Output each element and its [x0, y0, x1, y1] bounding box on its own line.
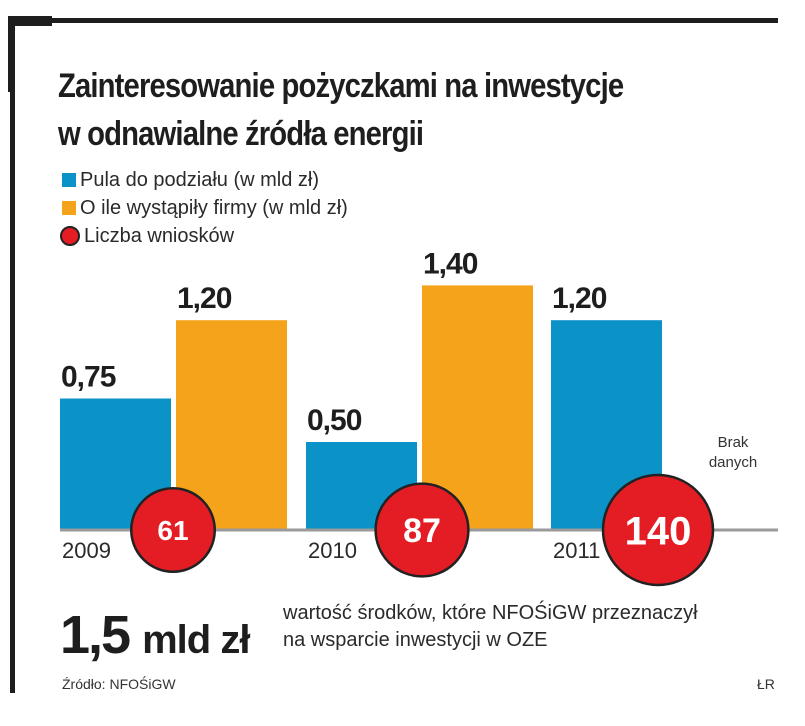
summary-description-line-2: na wsparcie inwestycji w OZE: [283, 629, 548, 651]
frame-corner-horizontal: [8, 16, 52, 26]
annotation-no-data-line-2: danych: [709, 454, 757, 471]
chart-title-line-1: Zainteresowanie pożyczkami na inwestycje: [58, 67, 624, 105]
x-tick-label-2011: 2011: [553, 538, 600, 563]
summary-description: wartość środków, które NFOŚiGW przeznacz…: [283, 600, 803, 654]
summary-description-line-1: wartość środków, które NFOŚiGW przeznacz…: [283, 602, 698, 624]
legend: Pula do podziału (w mld zł) O ile wystąp…: [60, 166, 348, 250]
x-tick-label-2009: 2009: [62, 538, 111, 563]
legend-swatch-blue: [62, 173, 76, 187]
count-label-2009: 61: [157, 515, 188, 546]
summary-value: 1,5 mld zł: [60, 604, 250, 666]
count-label-2011: 140: [625, 509, 692, 553]
bar-value-label-2011-series-0: 1,20: [552, 282, 607, 315]
author-initials: ŁR: [757, 676, 775, 692]
frame-top-line: [8, 18, 778, 23]
bar-value-label-2009-series-0: 0,75: [61, 361, 116, 394]
legend-item-wnioski: Liczba wniosków: [60, 222, 348, 250]
legend-label-wnioski: Liczba wniosków: [84, 224, 235, 247]
bar-value-label-2009-series-1: 1,20: [177, 282, 232, 315]
frame-corner-vertical: [8, 18, 15, 92]
legend-label-wystapily: O ile wystąpiły firmy (w mld zł): [80, 196, 348, 219]
count-circle-2010: [374, 482, 470, 578]
legend-swatch-red-circle: [60, 226, 80, 246]
x-tick-label-2010: 2010: [308, 538, 357, 563]
legend-swatch-orange: [62, 201, 76, 215]
chart-title-line-2: w odnawialne źródła energii: [58, 115, 424, 153]
bar-value-label-2010-series-1: 1,40: [423, 247, 478, 280]
count-circle-2011: [601, 473, 715, 587]
chart-title: Zainteresowanie pożyczkami na inwestycje…: [58, 62, 624, 158]
legend-item-pula: Pula do podziału (w mld zł): [62, 166, 348, 194]
frame-left-line: [10, 18, 15, 693]
summary-number: 1,5: [60, 605, 131, 665]
legend-item-wystapily: O ile wystąpiły firmy (w mld zł): [62, 194, 348, 222]
source-note: Źródło: NFOŚiGW: [62, 676, 176, 692]
annotation-no-data-line-1: Brak: [718, 434, 749, 451]
count-label-2010: 87: [403, 512, 441, 550]
legend-label-pula: Pula do podziału (w mld zł): [80, 168, 319, 191]
summary-unit: mld zł: [142, 618, 250, 662]
bar-value-label-2010-series-0: 0,50: [307, 404, 362, 437]
count-circle-2009: [129, 486, 217, 574]
